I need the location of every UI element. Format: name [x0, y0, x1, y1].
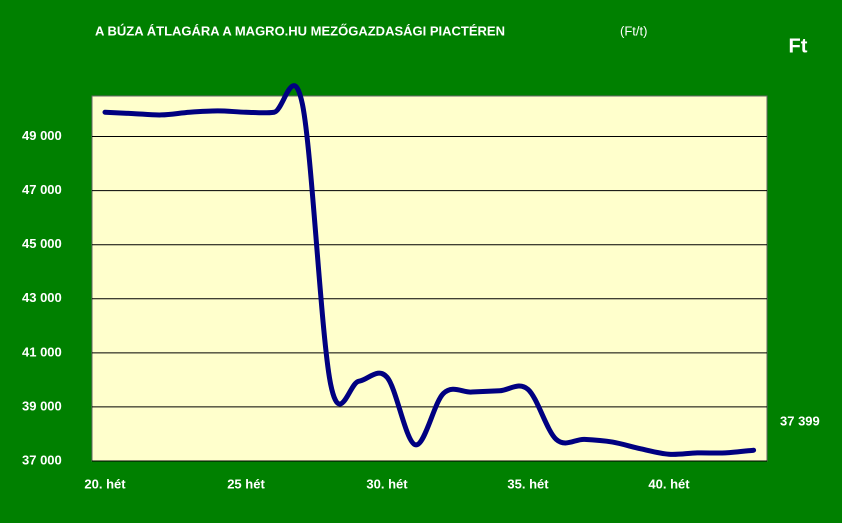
chart-subtitle: (Ft/t) [620, 23, 647, 38]
chart-title: A BÚZA ÁTLAGÁRA A MAGRO.HU MEZŐGAZDASÁGI… [95, 23, 505, 38]
y-tick-label: 41 000 [22, 344, 62, 359]
data-line [102, 83, 757, 457]
x-tick-label: 30. hét [366, 476, 408, 491]
x-tick-label: 40. hét [648, 476, 690, 491]
x-tick-label: 20. hét [84, 476, 126, 491]
data-label: 37 399 [780, 414, 820, 429]
y-tick-label: 43 000 [22, 290, 62, 305]
y-tick-label: 37 000 [22, 452, 62, 467]
y-tick-label: 47 000 [22, 182, 62, 197]
x-tick-label: 25 hét [227, 476, 265, 491]
y-tick-label: 49 000 [22, 128, 62, 143]
plot-area [91, 95, 768, 462]
y-axis-label: Ft [789, 35, 808, 57]
y-tick-label: 45 000 [22, 236, 62, 251]
x-tick-label: 35. hét [507, 476, 549, 491]
y-tick-label: 39 000 [22, 398, 62, 413]
